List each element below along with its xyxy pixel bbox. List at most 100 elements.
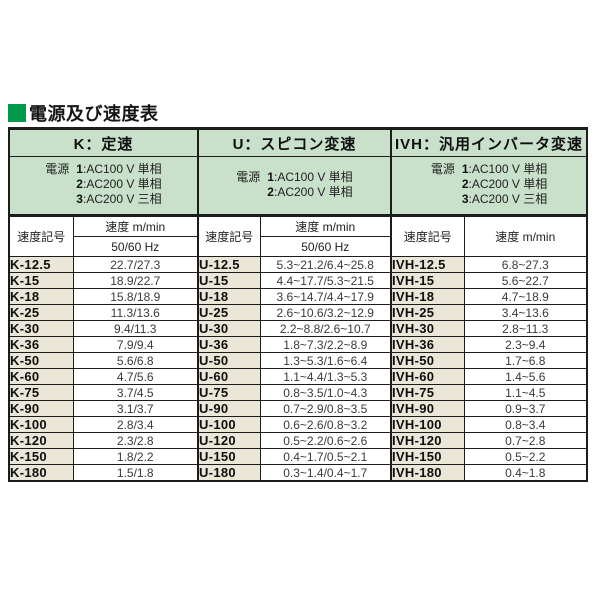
speed-value-cell: 2.3/2.8 [72,432,199,449]
speed-code-cell: K-180 [8,464,74,482]
group-header-row: K：定速 U：スピコン変速 IVH：汎用インバータ変速 [8,128,588,157]
power-supply-row: 電源 1:AC100 V 単相 2:AC200 V 単相 3:AC200 V 三相 電… [8,156,588,217]
power-option: 電源 1:AC100 V 単相 [430,162,548,176]
code-header-k: 速度記号 [8,215,74,257]
column-header-row: 速度記号 速度 m/min 速度記号 速度 m/min 速度記号 速度 m/mi… [8,215,588,257]
speed-value-cell: 9.4/11.3 [72,320,199,337]
speed-code-cell: IVH-100 [390,416,465,433]
power-option: 2:AC200 V 単相 [76,177,162,191]
speed-value-cell: 1.3~5.3/1.6~6.4 [259,352,392,369]
power-speed-table: K：定速 U：スピコン変速 IVH：汎用インバータ変速 電源 1:AC100 V … [8,127,589,482]
freq-header-k: 50/60 Hz [72,236,199,257]
group-header-ivh: IVH：汎用インバータ変速 [389,128,588,157]
speed-value-cell: 0.5~2.2 [463,448,588,465]
speed-code-cell: K-12.5 [8,256,74,273]
speed-row: K-100 2.8/3.4 U-100 0.6~2.6/0.8~3.2 IVH-100 0… [8,416,588,433]
speed-value-cell: 5.6/6.8 [72,352,199,369]
speed-code-cell: U-120 [197,432,261,449]
speed-row: K-150 1.8/2.2 U-150 0.4~1.7/0.5~2.1 IVH-150 0… [8,448,588,465]
speed-value-cell: 2.3~9.4 [463,336,588,353]
speed-code-cell: IVH-12.5 [390,256,465,273]
speed-code-cell: K-18 [8,288,74,305]
speed-code-cell: U-12.5 [197,256,261,273]
speed-code-cell: U-18 [197,288,261,305]
page-title: 電源及び速度表 [8,100,159,126]
speed-row: K-50 5.6/6.8 U-50 1.3~5.3/1.6~6.4 IVH-50 1.7~… [8,352,588,369]
page-title-text: 電源及び速度表 [29,104,159,124]
speed-value-cell: 7.9/9.4 [72,336,199,353]
speed-value-cell: 1.7~6.8 [463,352,588,369]
speed-value-cell: 3.6~14.7/4.4~17.9 [259,288,392,305]
speed-value-cell: 5.3~21.2/6.4~25.8 [259,256,392,273]
speed-code-cell: K-30 [8,320,74,337]
speed-code-cell: U-150 [197,448,261,465]
speed-code-cell: K-90 [8,400,74,417]
speed-code-cell: K-75 [8,384,74,401]
speed-value-cell: 4.7~18.9 [463,288,588,305]
speed-code-cell: U-60 [197,368,261,385]
speed-row: K-30 9.4/11.3 U-30 2.2~8.8/2.6~10.7 IVH-30 2.… [8,320,588,337]
speed-code-cell: K-100 [8,416,74,433]
speed-header-ivh: 速度 m/min [463,215,588,257]
speed-code-cell: U-90 [197,400,261,417]
speed-code-cell: IVH-150 [390,448,465,465]
speed-code-cell: IVH-50 [390,352,465,369]
speed-row: K-15 18.9/22.7 U-15 4.4~17.7/5.3~21.5 IVH-15… [8,272,588,289]
speed-value-cell: 0.9~3.7 [463,400,588,417]
speed-value-cell: 0.5~2.2/0.6~2.6 [259,432,392,449]
speed-code-cell: U-50 [197,352,261,369]
speed-value-cell: 0.4~1.8 [463,464,588,482]
speed-code-cell: IVH-60 [390,368,465,385]
speed-value-cell: 2.6~10.6/3.2~12.9 [259,304,392,321]
group-header-u: U：スピコン変速 [197,128,392,157]
speed-code-cell: IVH-120 [390,432,465,449]
speed-row: K-25 11.3/13.6 U-25 2.6~10.6/3.2~12.9 IVH-25… [8,304,588,321]
speed-value-cell: 2.8/3.4 [72,416,199,433]
speed-row: K-60 4.7/5.6 U-60 1.1~4.4/1.3~5.3 IVH-60 1.4~… [8,368,588,385]
speed-value-cell: 1.8~7.3/2.2~8.9 [259,336,392,353]
speed-code-cell: IVH-25 [390,304,465,321]
speed-value-cell: 0.8~3.5/1.0~4.3 [259,384,392,401]
speed-code-cell: U-100 [197,416,261,433]
speed-code-cell: K-36 [8,336,74,353]
power-option: 電源 1:AC100 V 単相 [236,169,353,184]
speed-value-cell: 1.8/2.2 [72,448,199,465]
speed-value-cell: 11.3/13.6 [72,304,199,321]
speed-code-cell: U-36 [197,336,261,353]
speed-code-cell: U-180 [197,464,261,482]
speed-value-cell: 1.1~4.4/1.3~5.3 [259,368,392,385]
speed-value-cell: 2.8~11.3 [463,320,588,337]
speed-value-cell: 1.1~4.5 [463,384,588,401]
speed-code-cell: U-15 [197,272,261,289]
green-square-icon [8,104,26,122]
speed-code-cell: IVH-180 [390,464,465,482]
speed-value-cell: 0.6~2.6/0.8~3.2 [259,416,392,433]
power-option: 電源 1:AC100 V 単相 [45,162,162,176]
speed-row: K-18 15.8/18.9 U-18 3.6~14.7/4.4~17.9 IVH-18… [8,288,588,305]
speed-row: K-75 3.7/4.5 U-75 0.8~3.5/1.0~4.3 IVH-75 1.1~… [8,384,588,401]
frequency-header-row: 50/60 Hz 50/60 Hz [9,236,587,257]
speed-code-cell: U-25 [197,304,261,321]
speed-value-cell: 4.4~17.7/5.3~21.5 [259,272,392,289]
speed-code-cell: U-75 [197,384,261,401]
speed-code-cell: IVH-30 [390,320,465,337]
group-header-k: K：定速 [8,128,199,157]
power-option: 3:AC200 V 三相 [461,192,548,206]
power-option: 3:AC200 V 三相 [76,192,162,206]
speed-header-k: 速度 m/min [72,215,199,237]
speed-value-cell: 3.1/3.7 [72,400,199,417]
code-header-u: 速度記号 [197,215,261,257]
speed-value-cell: 6.8~27.3 [463,256,588,273]
power-info-k: 電源 1:AC100 V 単相 2:AC200 V 単相 3:AC200 V 三相 [8,156,199,217]
speed-code-cell: IVH-18 [390,288,465,305]
speed-row: K-90 3.1/3.7 U-90 0.7~2.9/0.8~3.5 IVH-90 0.9~… [8,400,588,417]
speed-value-cell: 18.9/22.7 [72,272,199,289]
speed-code-cell: IVH-75 [390,384,465,401]
speed-code-cell: K-120 [8,432,74,449]
speed-value-cell: 0.7~2.9/0.8~3.5 [259,400,392,417]
speed-value-cell: 5.6~22.7 [463,272,588,289]
speed-value-cell: 2.2~8.8/2.6~10.7 [259,320,392,337]
speed-code-cell: K-25 [8,304,74,321]
speed-value-cell: 4.7/5.6 [72,368,199,385]
